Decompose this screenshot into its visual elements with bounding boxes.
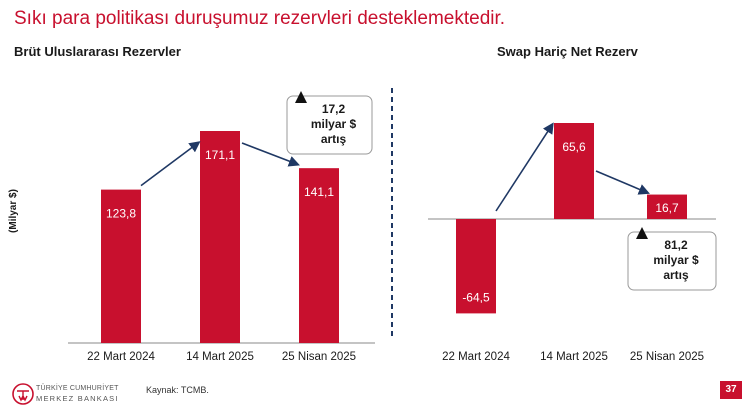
- annotation-value: 81,2: [664, 238, 688, 252]
- bar-value-label: 16,7: [655, 201, 679, 215]
- category-tick-label: 22 Mart 2024: [87, 351, 155, 363]
- category-tick-label: 25 Nisan 2025: [630, 351, 704, 363]
- category-tick-label: 22 Mart 2024: [442, 351, 510, 363]
- category-tick-label: 14 Mart 2025: [186, 351, 254, 363]
- bar: [456, 219, 496, 314]
- triangle-up-icon: [636, 227, 648, 239]
- annotation-box: [286, 95, 373, 155]
- left-chart-title: Brüt Uluslararası Rezervler: [14, 44, 181, 59]
- bar-value-label: 171,1: [205, 148, 235, 162]
- logo-line-1: TÜRKİYE CUMHURİYET: [36, 385, 119, 392]
- annotation-text: artış: [663, 268, 689, 282]
- bar-value-label: -64,5: [462, 290, 490, 304]
- bar: [554, 123, 594, 219]
- trend-arrow: [140, 141, 201, 187]
- annotation-unit: milyar $: [653, 253, 699, 267]
- trend-arrow: [595, 170, 650, 195]
- category-tick-label: 25 Nisan 2025: [282, 351, 356, 363]
- trend-arrow: [241, 142, 300, 167]
- annotation-value: 17,2: [322, 102, 346, 116]
- bar: [647, 194, 687, 219]
- bar-value-label: 123,8: [106, 207, 136, 221]
- annotation-unit: milyar $: [311, 117, 357, 131]
- source-note: Kaynak: TCMB.: [146, 385, 209, 395]
- slide-title: Sıkı para politikası duruşumuz rezervler…: [14, 8, 506, 29]
- bar: [101, 189, 141, 343]
- bar: [299, 168, 339, 343]
- logo-line-2: MERKEZ BANKASI: [36, 394, 119, 403]
- tcmb-logo: TÜRKİYE CUMHURİYET MERKEZ BANKASI: [12, 383, 142, 405]
- triangle-up-icon: [295, 91, 307, 103]
- annotation-box: [627, 231, 717, 291]
- trend-arrow: [495, 122, 554, 212]
- category-tick-label: 14 Mart 2025: [540, 351, 608, 363]
- page-number: 37: [720, 381, 742, 399]
- bar-value-label: 141,1: [304, 185, 334, 199]
- tcmb-logo-icon: [12, 383, 34, 405]
- bar: [200, 131, 240, 343]
- annotation-text: artış: [321, 132, 347, 146]
- right-chart-title: Swap Hariç Net Rezerv: [497, 44, 638, 59]
- bar-value-label: 65,6: [562, 140, 586, 154]
